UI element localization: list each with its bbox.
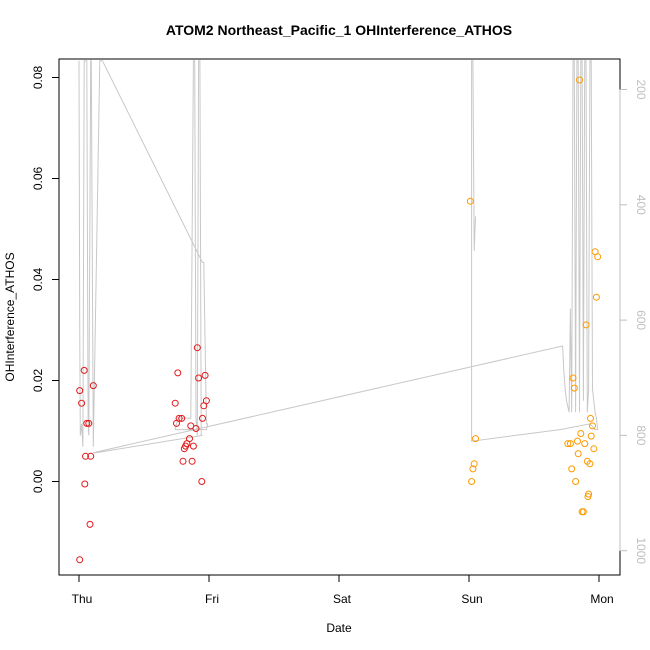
data-point-red-25 bbox=[199, 414, 206, 422]
data-point-orange-1 bbox=[468, 478, 476, 485]
data-point-red-24 bbox=[195, 374, 203, 382]
x-tick-label-sat: Sat bbox=[333, 592, 352, 606]
altitude-line bbox=[78, 60, 599, 454]
altitude-trace bbox=[78, 60, 599, 454]
data-point-orange-21 bbox=[586, 460, 594, 468]
data-point-orange-28 bbox=[594, 253, 602, 261]
y2-axis: 200 400 600 800 1000 bbox=[619, 79, 648, 564]
y2-tick-label-0: 200 bbox=[634, 79, 648, 99]
data-point-orange-11 bbox=[574, 437, 581, 445]
y2-tick-label-1: 400 bbox=[634, 195, 648, 215]
data-point-red-12 bbox=[174, 369, 182, 377]
data-point-orange-6 bbox=[566, 440, 574, 448]
data-point-red-28 bbox=[202, 397, 210, 405]
data-point-orange-8 bbox=[569, 374, 577, 382]
data-point-red-5 bbox=[85, 419, 93, 427]
y-tick-label-1: 0.02 bbox=[31, 368, 45, 392]
data-point-orange-13 bbox=[576, 76, 583, 84]
x-axis-label: Date bbox=[326, 621, 352, 635]
chart-title: ATOM2 Northeast_Pacific_1 OHInterference… bbox=[166, 22, 512, 38]
data-point-orange-0 bbox=[466, 197, 474, 205]
data-point-red-9 bbox=[86, 520, 94, 528]
y-axis: 0.00 0.02 0.04 0.06 0.08 bbox=[31, 65, 60, 493]
data-point-orange-22 bbox=[587, 414, 594, 422]
data-point-orange-5 bbox=[564, 440, 572, 448]
data-point-orange-14 bbox=[577, 430, 585, 437]
data-point-orange-10 bbox=[572, 478, 580, 485]
y-axis-label: OHInterference_ATHOS bbox=[3, 252, 17, 381]
data-point-red-29 bbox=[198, 478, 206, 485]
data-point-red-0 bbox=[76, 387, 84, 395]
data-point-red-3 bbox=[82, 452, 89, 460]
data-point-red-1 bbox=[78, 399, 86, 407]
x-tick-label-thu: Thu bbox=[72, 592, 93, 606]
data-point-red-23 bbox=[193, 344, 201, 352]
x-axis: Thu Fri Sat Sun Mon bbox=[72, 574, 614, 606]
data-point-orange-27 bbox=[592, 293, 600, 301]
data-point-red-20 bbox=[188, 457, 196, 465]
y-tick-label-2: 0.04 bbox=[31, 267, 45, 291]
data-points bbox=[76, 76, 602, 564]
data-point-red-30 bbox=[173, 419, 180, 427]
x-tick-label-sun: Sun bbox=[461, 592, 482, 606]
data-point-red-6 bbox=[87, 452, 95, 460]
y2-tick-label-2: 600 bbox=[634, 310, 648, 330]
data-point-red-18 bbox=[186, 435, 193, 443]
data-point-red-2 bbox=[80, 366, 88, 374]
x-tick-label-mon: Mon bbox=[590, 592, 613, 606]
x-tick-label-fri: Fri bbox=[205, 592, 219, 606]
data-point-orange-23 bbox=[587, 432, 595, 440]
data-point-orange-7 bbox=[568, 465, 576, 473]
y2-tick-label-3: 800 bbox=[634, 425, 648, 445]
data-point-orange-3 bbox=[470, 460, 478, 468]
data-point-red-15 bbox=[179, 457, 187, 465]
data-point-orange-9 bbox=[570, 384, 578, 392]
data-point-orange-18 bbox=[582, 321, 590, 329]
data-point-orange-4 bbox=[472, 435, 479, 443]
data-point-red-11 bbox=[171, 399, 179, 407]
data-point-orange-12 bbox=[574, 450, 582, 458]
data-point-orange-16 bbox=[579, 508, 587, 516]
data-point-orange-24 bbox=[589, 422, 596, 430]
y-tick-label-3: 0.06 bbox=[31, 166, 45, 190]
data-point-red-22 bbox=[192, 425, 200, 432]
data-point-red-14 bbox=[178, 414, 186, 422]
data-point-orange-25 bbox=[590, 445, 598, 453]
data-point-orange-17 bbox=[581, 440, 589, 448]
data-point-red-4 bbox=[83, 419, 91, 427]
data-point-orange-2 bbox=[469, 465, 477, 473]
plot-frame bbox=[58, 58, 621, 576]
plot-area bbox=[58, 58, 621, 576]
data-point-red-31 bbox=[182, 442, 190, 450]
data-point-red-8 bbox=[81, 480, 89, 488]
y2-tick-label-4: 1000 bbox=[634, 537, 648, 564]
data-point-red-10 bbox=[76, 556, 84, 564]
data-point-red-7 bbox=[89, 382, 97, 390]
data-point-red-21 bbox=[189, 442, 197, 450]
y-tick-label-4: 0.08 bbox=[31, 65, 45, 89]
data-point-red-27 bbox=[201, 371, 209, 379]
data-point-orange-29 bbox=[584, 493, 592, 501]
y-tick-label-0: 0.00 bbox=[31, 469, 45, 493]
